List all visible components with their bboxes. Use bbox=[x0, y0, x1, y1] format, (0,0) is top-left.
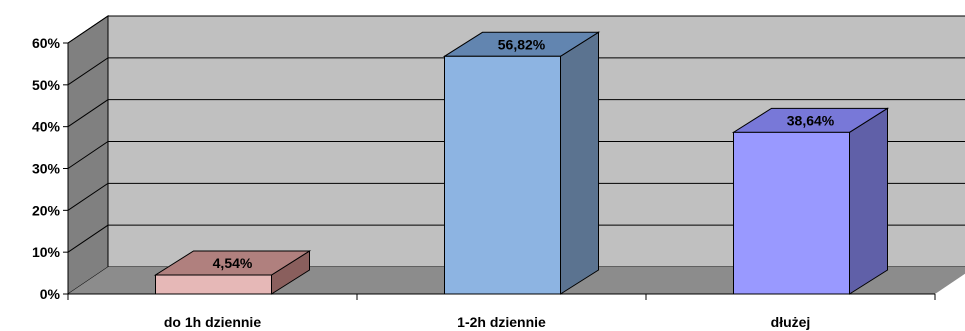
y-tick-label: 50% bbox=[32, 77, 61, 93]
y-tick-label: 20% bbox=[32, 202, 61, 218]
bar: 38,64% bbox=[731, 107, 890, 295]
x-tick-label: 1-2h dziennie bbox=[457, 314, 546, 330]
data-label: 4,54% bbox=[213, 255, 253, 271]
bar-side bbox=[560, 31, 599, 295]
y-axis: 0% 10% 20% 30% 40% 50% 60% bbox=[32, 35, 69, 302]
gridline bbox=[67, 99, 965, 128]
gridline bbox=[67, 141, 965, 169]
gridline bbox=[67, 224, 965, 253]
bar: 4,54% bbox=[153, 250, 312, 295]
gridline bbox=[67, 57, 965, 86]
y-tick-label: 60% bbox=[32, 35, 61, 51]
x-axis: do 1h dziennie 1-2h dziennie dłużej bbox=[67, 294, 936, 330]
x-tick-label: dłużej bbox=[771, 314, 811, 330]
y-tick-label: 40% bbox=[32, 119, 61, 135]
bar-front bbox=[444, 55, 561, 295]
data-label: 38,64% bbox=[787, 112, 835, 128]
y-tick-label: 10% bbox=[32, 244, 61, 260]
gridlines bbox=[67, 15, 965, 253]
x-tick-label: do 1h dziennie bbox=[164, 314, 261, 330]
bar-side bbox=[849, 107, 888, 295]
bar-front bbox=[733, 131, 850, 295]
bars: 4,54% 56,82% 38,64% bbox=[153, 31, 890, 295]
gridline bbox=[67, 182, 965, 211]
bar-front bbox=[155, 274, 272, 295]
bar: 56,82% bbox=[442, 31, 601, 295]
y-tick-label: 0% bbox=[40, 286, 61, 302]
data-label: 56,82% bbox=[498, 36, 546, 52]
gridline bbox=[67, 15, 965, 44]
y-tick-label: 30% bbox=[32, 161, 61, 177]
